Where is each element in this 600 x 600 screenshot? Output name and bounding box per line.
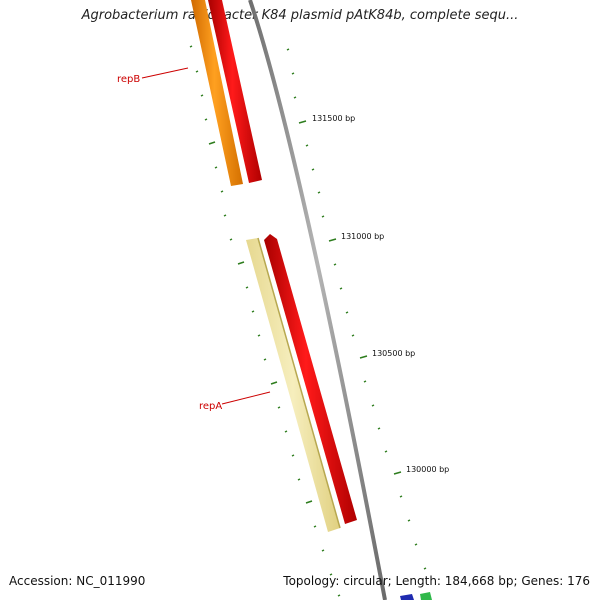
gene-repB-bar [191,0,243,186]
strand-bar-lower [264,234,357,524]
map-title: Agrobacterium radiobacter K84 plasmid pA… [81,8,519,23]
repA-leader-line [221,391,271,405]
inner-ticks [189,45,341,597]
gene-repA-edge [257,237,341,529]
position-label-130000: 130000 bp [406,465,449,474]
repB-leader-line [141,67,189,79]
position-label-130500: 130500 bp [372,349,415,358]
tick-major-131500 [298,120,307,124]
tick-major-130500 [359,355,368,359]
strand-bar-upper [208,0,262,183]
backbone-track [248,0,387,600]
gene-label-repB: repB [117,74,140,85]
summary-label: Topology: circular; Length: 184,668 bp; … [283,574,590,588]
gene-partial-green [420,592,432,600]
tick-major-130000 [393,471,402,475]
gene-partial-blue [400,594,414,600]
gene-repA-bar [246,238,340,532]
position-label-131500: 131500 bp [312,114,355,123]
outer-ticks [286,48,427,570]
position-label-131000: 131000 bp [341,232,384,241]
gene-label-repA: repA [199,401,222,412]
accession-label: Accession: NC_011990 [9,574,146,588]
tick-major-131000 [328,238,337,242]
